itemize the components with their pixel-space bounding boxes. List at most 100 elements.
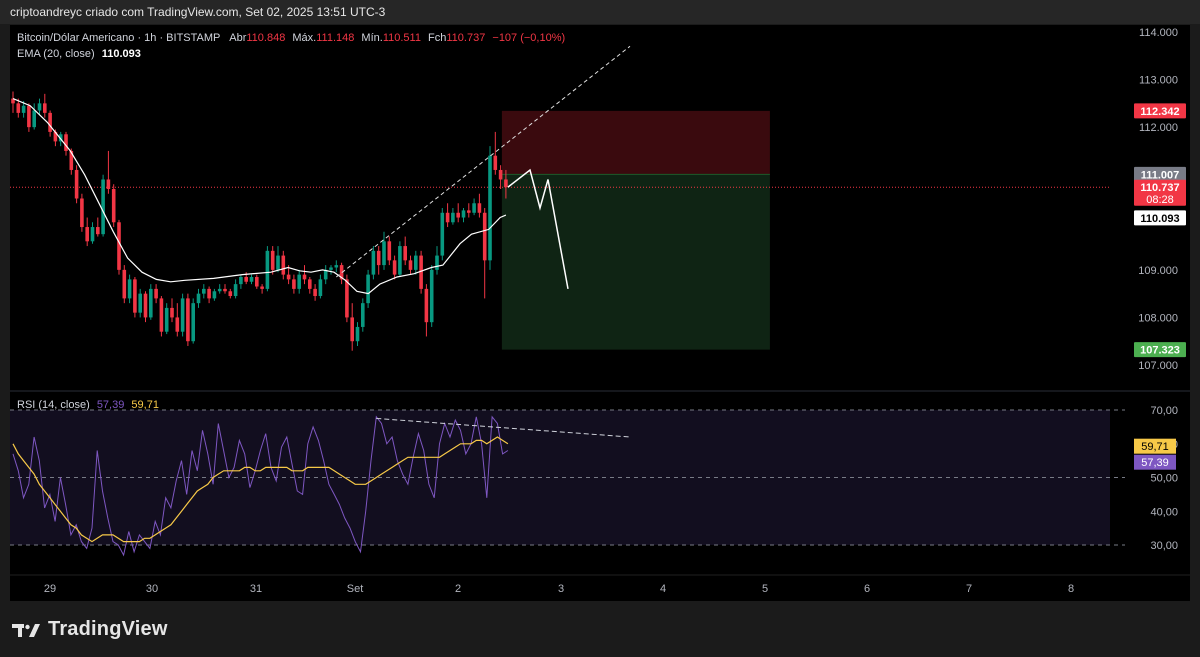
candle-body[interactable] (37, 103, 42, 111)
candle-body[interactable] (276, 255, 280, 270)
candle-body[interactable] (456, 212, 460, 218)
candle-body[interactable] (281, 255, 286, 275)
candle-body[interactable] (313, 288, 317, 297)
candle-body[interactable] (223, 288, 227, 292)
rsi-trendline[interactable] (376, 417, 631, 438)
candle-body[interactable] (111, 188, 116, 223)
trendline-dashed[interactable] (335, 45, 631, 278)
candle-body[interactable] (435, 255, 439, 270)
candle-body[interactable] (350, 317, 354, 342)
candle-body[interactable] (292, 279, 296, 289)
ema-legend[interactable]: EMA (20, close) 110.093 (17, 48, 141, 60)
candle-body[interactable] (64, 134, 68, 151)
candle-body[interactable] (488, 155, 492, 261)
chart-canvas[interactable]: 114.000 113.000 112.000 109.000 108.000 107.0… (10, 25, 1190, 601)
candle-body[interactable] (308, 279, 312, 289)
candle-body[interactable] (302, 274, 307, 280)
candle-body[interactable] (233, 284, 238, 297)
candle-body[interactable] (414, 255, 418, 270)
candle-body[interactable] (424, 288, 429, 323)
candle-body[interactable] (80, 198, 84, 228)
candle-body[interactable] (170, 307, 174, 318)
candle-body[interactable] (387, 241, 392, 261)
candle-body[interactable] (445, 212, 450, 223)
candle-body[interactable] (498, 169, 503, 180)
candle-body[interactable] (461, 210, 466, 218)
candle-body[interactable] (244, 276, 248, 282)
candle-body[interactable] (196, 293, 201, 304)
candle-body[interactable] (101, 179, 105, 235)
candle-body[interactable] (228, 291, 233, 297)
candle-body[interactable] (329, 267, 333, 270)
candle-body[interactable] (207, 288, 211, 299)
candle-body[interactable] (117, 222, 121, 270)
candle-body[interactable] (323, 269, 328, 280)
candle-body[interactable] (440, 212, 445, 256)
candle-body[interactable] (191, 303, 195, 342)
candle-body[interactable] (85, 227, 89, 242)
candle-body[interactable] (376, 250, 381, 266)
candle-body[interactable] (53, 131, 58, 142)
candle-body[interactable] (69, 150, 74, 170)
candle-body[interactable] (48, 112, 52, 132)
candle-body[interactable] (43, 103, 47, 113)
candle-body[interactable] (493, 155, 498, 170)
candle-body[interactable] (74, 169, 79, 199)
candle-body[interactable] (90, 227, 95, 242)
candle-body[interactable] (133, 279, 137, 313)
candle-body[interactable] (186, 298, 190, 342)
candle-body[interactable] (16, 103, 21, 113)
candle-body[interactable] (419, 255, 423, 289)
chart-frame[interactable]: 114.000 113.000 112.000 109.000 108.000 107.0… (10, 25, 1190, 601)
candle-body[interactable] (355, 326, 360, 342)
candle-body[interactable] (149, 288, 153, 318)
candle-body[interactable] (403, 246, 407, 261)
candle-body[interactable] (467, 210, 471, 213)
candle-body[interactable] (255, 276, 259, 287)
stop-loss-zone[interactable] (501, 110, 770, 175)
candle-body[interactable] (392, 260, 397, 275)
candle-body[interactable] (180, 298, 185, 332)
candle-body[interactable] (11, 98, 15, 104)
candle-body[interactable] (408, 260, 413, 270)
candle-body[interactable] (32, 110, 36, 128)
projection-path[interactable] (507, 168, 569, 290)
candle-body[interactable] (371, 250, 376, 275)
candle-body[interactable] (217, 288, 222, 292)
candle-body[interactable] (127, 279, 132, 299)
candle-body[interactable] (239, 276, 243, 285)
candle-body[interactable] (318, 279, 323, 297)
candle-body[interactable] (429, 269, 434, 323)
rsi-line[interactable] (12, 415, 509, 557)
candle-body[interactable] (334, 265, 339, 268)
candle-body[interactable] (361, 303, 365, 327)
candle-body[interactable] (106, 179, 111, 189)
candle-body[interactable] (504, 179, 508, 188)
symbol-name[interactable]: Bitcoin/Dólar Americano · 1h · BITSTAMP (17, 32, 221, 44)
candle-body[interactable] (249, 276, 254, 282)
candle-body[interactable] (345, 279, 349, 318)
candle-body[interactable] (122, 269, 127, 299)
candle-body[interactable] (260, 286, 264, 289)
candle-body[interactable] (58, 134, 63, 142)
candle-body[interactable] (382, 241, 386, 266)
candle-body[interactable] (212, 291, 217, 299)
ema-line[interactable] (12, 98, 507, 295)
candle-body[interactable] (270, 250, 275, 270)
candle-body[interactable] (472, 203, 476, 213)
candle-body[interactable] (143, 293, 148, 318)
candle-body[interactable] (265, 250, 270, 289)
candle-body[interactable] (477, 203, 482, 213)
candle-body[interactable] (21, 105, 26, 113)
candle-body[interactable] (96, 227, 100, 235)
rsi-legend[interactable]: RSI (14, close) 57,39 59,71 (17, 399, 159, 411)
candle-body[interactable] (482, 212, 487, 261)
candle-body[interactable] (138, 293, 142, 313)
candle-body[interactable] (202, 288, 206, 294)
candle-body[interactable] (398, 246, 402, 275)
candle-body[interactable] (164, 307, 169, 332)
candle-body[interactable] (451, 212, 455, 223)
take-profit-zone[interactable] (501, 174, 770, 350)
candle-body[interactable] (366, 274, 370, 304)
candle-body[interactable] (175, 317, 180, 332)
